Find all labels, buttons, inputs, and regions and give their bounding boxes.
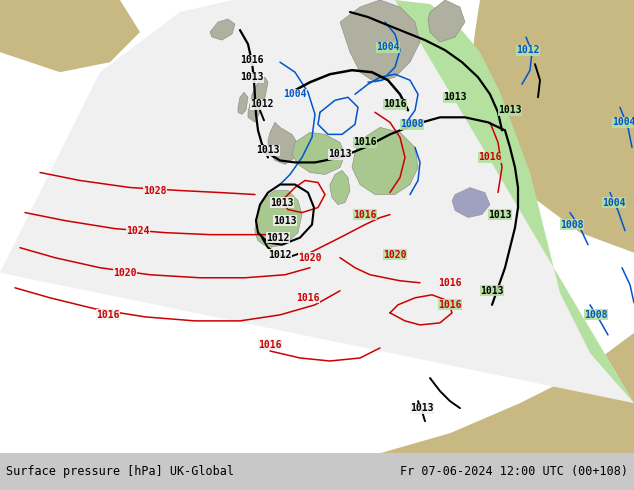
Text: Surface pressure [hPa] UK-Global: Surface pressure [hPa] UK-Global [6,465,235,478]
Text: 1016: 1016 [438,278,462,288]
Text: 1012: 1012 [268,250,292,260]
Text: 1004: 1004 [283,89,307,99]
Polygon shape [292,132,345,174]
Text: 1016: 1016 [240,55,264,65]
Polygon shape [395,0,634,403]
Text: 1013: 1013 [328,149,352,159]
Text: 1013: 1013 [240,72,264,82]
Text: 1013: 1013 [270,197,294,208]
Polygon shape [248,77,268,122]
Text: 1013: 1013 [410,403,434,413]
Text: 1012: 1012 [250,99,274,109]
Text: 1016: 1016 [258,340,281,350]
Text: 1008: 1008 [400,120,424,129]
Polygon shape [0,0,634,403]
Polygon shape [268,122,298,165]
Polygon shape [380,333,634,453]
Text: 1020: 1020 [113,268,137,278]
Text: 1028: 1028 [143,186,167,196]
Text: 1020: 1020 [298,253,321,263]
Polygon shape [238,92,248,114]
Polygon shape [255,191,302,247]
Polygon shape [330,171,350,204]
Text: 1013: 1013 [273,216,297,225]
Text: 1016: 1016 [383,99,407,109]
Text: 1004: 1004 [612,117,634,127]
Text: 1013: 1013 [498,105,522,115]
Text: 1008: 1008 [560,220,584,230]
Text: 1016: 1016 [478,152,501,162]
Text: 1016: 1016 [296,293,320,303]
Polygon shape [340,0,420,82]
Text: 1004: 1004 [376,42,400,52]
Text: 1013: 1013 [488,210,512,220]
Text: 1016: 1016 [96,310,120,320]
Text: 1013: 1013 [256,146,280,155]
Polygon shape [428,0,465,42]
Text: Fr 07-06-2024 12:00 UTC (00+108): Fr 07-06-2024 12:00 UTC (00+108) [399,465,628,478]
Polygon shape [210,19,235,40]
Text: 1013: 1013 [480,286,504,296]
Text: 1016: 1016 [438,300,462,310]
Text: 1020: 1020 [383,250,407,260]
Polygon shape [352,127,418,195]
Text: 1004: 1004 [602,197,626,208]
Text: 1016: 1016 [353,137,377,147]
Text: 1008: 1008 [585,310,608,320]
Polygon shape [470,0,634,253]
Text: 1016: 1016 [353,210,377,220]
Text: 1024: 1024 [126,225,150,236]
Text: 1012: 1012 [516,45,540,55]
Polygon shape [0,0,140,72]
Text: 1012: 1012 [266,233,290,243]
Polygon shape [452,188,490,218]
Text: 1013: 1013 [443,92,467,102]
